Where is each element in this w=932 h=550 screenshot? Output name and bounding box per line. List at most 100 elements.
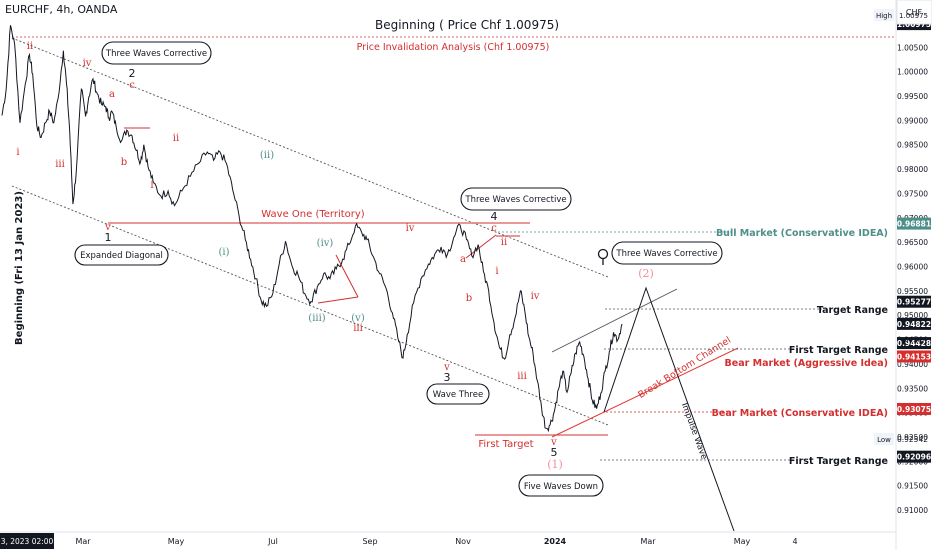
level-lines: [12, 36, 896, 461]
x-tick-label: May: [734, 537, 751, 546]
wave-label: v: [104, 222, 111, 233]
x-tick-label: Nov: [455, 537, 471, 546]
currency-button[interactable]: [896, 0, 932, 25]
price-series[interactable]: [1, 25, 623, 433]
wave-label: iii: [353, 323, 363, 334]
x-tick-label: May: [168, 537, 185, 546]
price-badge-bg: [897, 402, 931, 415]
low-value: 0.92542: [897, 435, 928, 444]
callout-five-waves-down: Five Waves Down: [524, 482, 598, 492]
level-label-target-range: Target Range: [817, 305, 888, 316]
x-tick-label: Sep: [362, 537, 377, 546]
callout-box[interactable]: [460, 187, 572, 211]
x-tick-label: 4: [792, 537, 797, 546]
price-badge: 0.96881: [897, 220, 931, 229]
channel-up-lower[interactable]: [551, 347, 739, 438]
time-badge-bg: [0, 533, 54, 549]
wave-label: a: [109, 89, 115, 100]
channel-lower-line[interactable]: [11, 185, 609, 426]
location-pin-icon[interactable]: [597, 248, 609, 260]
high-label-bg: [874, 9, 894, 21]
price-badge-bg: [897, 450, 931, 463]
channel-up-upper[interactable]: [551, 288, 678, 353]
y-tick-label: 1.00500: [897, 43, 928, 52]
wave-label: b: [121, 157, 127, 168]
y-tick-label: 0.97500: [897, 189, 928, 198]
wave-label: 1: [105, 231, 112, 244]
countdown: 34:40: [904, 336, 924, 344]
wave-label: (i): [218, 247, 229, 258]
y-tick-label: 0.94000: [897, 360, 928, 369]
wave-label: 5: [551, 446, 558, 459]
y-tick-label: 0.91000: [897, 506, 928, 515]
wave-one-territory-label: Wave One (Territory): [261, 209, 365, 220]
wave-label: v: [443, 362, 450, 373]
callouts: Three Waves Corrective Expanded Diagonal…: [74, 41, 723, 497]
wave-label: 4: [491, 210, 498, 223]
wave-label: ii: [27, 41, 33, 52]
callout-three-waves-1: Three Waves Corrective: [105, 49, 207, 59]
wave-label: v: [550, 437, 557, 448]
channel-lines: [11, 37, 739, 438]
symbol-label[interactable]: EURCHF, 4h, OANDA: [5, 3, 118, 16]
high-label: High: [876, 12, 892, 20]
wave-label: (v): [351, 313, 365, 324]
low-label-bg: [874, 433, 894, 445]
callout-three-waves-2: Three Waves Corrective: [464, 195, 566, 205]
wave-label: (2): [638, 267, 654, 280]
callout-three-waves-3: Three Waves Corrective: [615, 249, 717, 259]
price-badge: 0.93075: [897, 405, 931, 414]
y-tick-label: 1.00000: [897, 68, 928, 77]
level-label-bull: Bull Market (Conservative IDEA): [716, 228, 888, 239]
wave-label: 2: [129, 67, 136, 80]
channel-upper-line[interactable]: [11, 37, 609, 278]
price-badge: 0.92096: [897, 453, 931, 462]
callout-box[interactable]: [611, 241, 723, 265]
impulse-projection[interactable]: [603, 286, 735, 532]
wave-label: (ii): [260, 150, 274, 161]
wave-label: (iv): [317, 238, 334, 249]
price-badge: 0.94822: [897, 320, 931, 329]
chart-subtitle: Price Invalidation Analysis (Chf 1.00975…: [357, 42, 550, 53]
wave-label: i: [16, 147, 19, 158]
wave-label: b: [466, 293, 472, 304]
impulse-wave-label: Impulse Wave: [679, 402, 709, 461]
x-axis-panel[interactable]: [0, 532, 896, 550]
price-badge-bg: [897, 337, 931, 350]
wave-labels: ii i iii iv 2 c a b i ii v 1 (ii) (i) (i…: [16, 41, 653, 471]
y-axis[interactable]: 1.00500 1.00000 0.99500 0.99000 0.98500 0.980…: [897, 43, 928, 515]
x-tick-label: Jul: [267, 537, 278, 546]
level-label-first-target-range: First Target Range: [789, 345, 888, 356]
x-axis[interactable]: Mar May Jul Sep Nov 2024 Mar May 4: [75, 537, 797, 546]
callout-box[interactable]: [518, 474, 604, 497]
wave-label: c: [129, 80, 135, 91]
callout-box[interactable]: [101, 41, 212, 65]
wave-label: c: [491, 223, 497, 234]
chart-title: Beginning ( Price Chf 1.00975): [375, 18, 559, 32]
wave-label: i: [495, 266, 498, 277]
wave-c-leg[interactable]: [465, 234, 497, 259]
wave-iv-leg[interactable]: [317, 296, 359, 304]
price-badge: 0.94153: [897, 352, 931, 361]
projection-lines: [317, 234, 735, 532]
callout-wave-three: Wave Three: [433, 390, 483, 400]
price-badge-bg: [897, 217, 931, 230]
wave-label: (iii): [308, 313, 325, 324]
wave-label: 3: [444, 371, 451, 384]
wave-iv-leg[interactable]: [335, 254, 359, 298]
wave-label: iv: [406, 223, 415, 234]
wave-label: i: [150, 180, 153, 191]
wave-label: iii: [55, 159, 65, 170]
x-tick-label: 2024: [544, 537, 567, 546]
callout-box[interactable]: [74, 244, 169, 266]
price-badge: 0.94428: [897, 339, 931, 348]
wave-label: iv: [83, 58, 92, 69]
y-tick-label: 0.99500: [897, 92, 928, 101]
price-badge: 1.00975: [897, 20, 931, 29]
callout-box[interactable]: [426, 383, 490, 405]
y-tick-label: 0.98000: [897, 165, 928, 174]
break-bottom-channel-label: Break Bottom Channel: [636, 335, 733, 401]
currency-button-label: CHF: [906, 8, 923, 17]
